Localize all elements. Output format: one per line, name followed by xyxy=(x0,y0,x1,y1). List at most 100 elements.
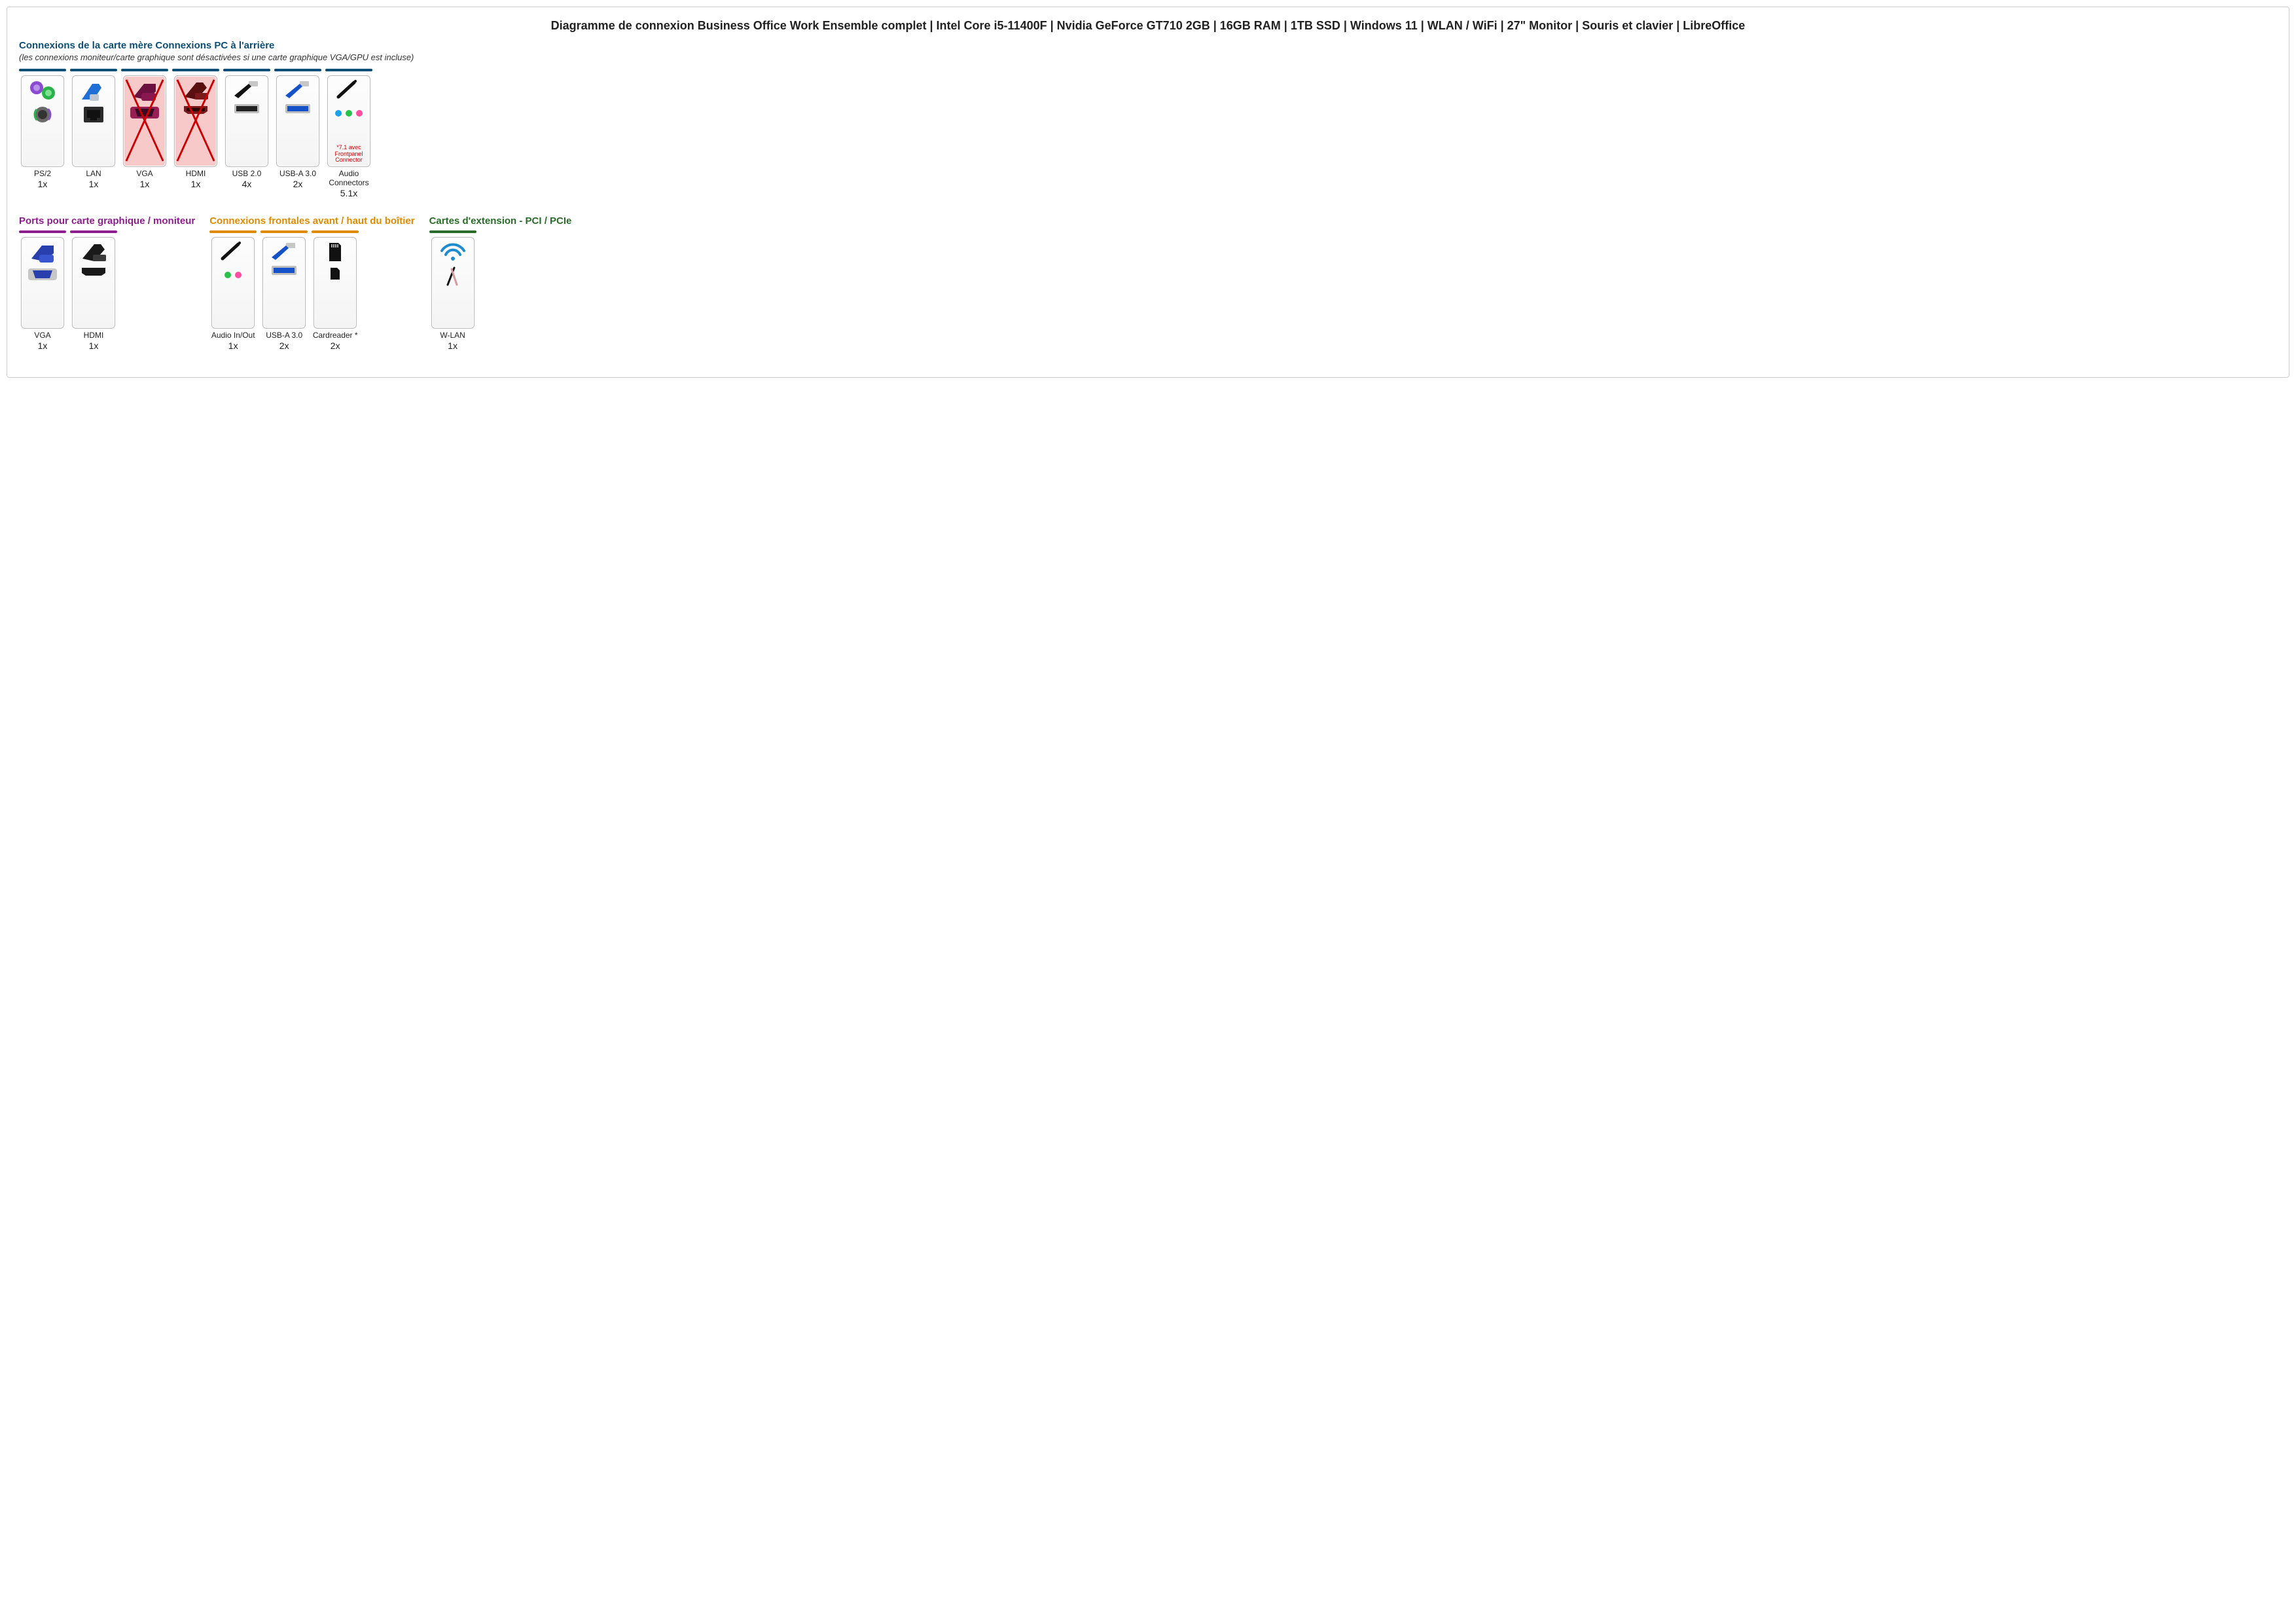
card-usb3: USB-A 3.0 2x xyxy=(274,66,321,198)
ps2-port-icon xyxy=(33,105,52,124)
accent-bar xyxy=(70,69,117,71)
card-hdmi: HDMI 1x xyxy=(172,66,219,198)
accent-bar xyxy=(312,230,359,233)
section-front-header: Connexions frontales avant / haut du boî… xyxy=(209,215,414,227)
card-vga-gpu-box xyxy=(21,237,64,329)
audio-jack-dots xyxy=(224,272,242,278)
usb2-port-icon xyxy=(234,103,260,114)
card-usb2: USB 2.0 4x xyxy=(223,66,270,198)
accent-bar xyxy=(70,230,117,233)
card-hdmi-gpu-label: HDMI xyxy=(84,331,104,340)
jack-plug-icon xyxy=(334,80,363,100)
card-vga: VGA 1x xyxy=(121,66,168,198)
usb3-plug-icon xyxy=(283,80,313,100)
card-ps2-count: 1x xyxy=(38,179,48,189)
card-audio-count: 5.1x xyxy=(340,188,357,198)
accent-bar xyxy=(209,230,257,233)
card-usb3-front-box xyxy=(262,237,306,329)
accent-bar xyxy=(121,69,168,71)
usb3-port-icon xyxy=(271,265,297,276)
ps2-plug-icon xyxy=(27,80,58,101)
wifi-icon xyxy=(438,242,468,261)
card-usb2-label: USB 2.0 xyxy=(232,170,262,179)
card-lan-box xyxy=(72,75,115,167)
disabled-cross-icon xyxy=(124,76,166,165)
accent-bar xyxy=(19,69,66,71)
card-wlan-count: 1x xyxy=(448,340,457,351)
front-cards: Audio In/Out 1x U xyxy=(209,228,414,351)
section-rear: Connexions de la carte mère Connexions P… xyxy=(19,40,2277,198)
card-usb3-front-label: USB-A 3.0 xyxy=(266,331,302,340)
wifi-antenna-icon xyxy=(440,265,466,287)
card-hdmi-gpu: HDMI 1x xyxy=(70,228,117,351)
card-cardreader-count: 2x xyxy=(331,340,340,351)
card-audio-box: *7.1 avec Frontpanel Connector xyxy=(327,75,370,167)
card-audio-label: Audio Connectors xyxy=(325,170,372,188)
accent-bar xyxy=(274,69,321,71)
accent-bar xyxy=(19,230,66,233)
audio-note: *7.1 avec Frontpanel Connector xyxy=(329,145,368,164)
accent-bar xyxy=(223,69,270,71)
card-hdmi-count: 1x xyxy=(191,179,201,189)
pcie-cards: W-LAN 1x xyxy=(429,228,572,351)
accent-bar xyxy=(260,230,308,233)
disabled-cross-icon xyxy=(175,76,217,165)
section-gpu: Ports pour carte graphique / moniteur xyxy=(19,210,195,351)
card-cardreader-label: Cardreader * xyxy=(313,331,358,340)
card-vga-box xyxy=(123,75,166,167)
diagram-sheet: Diagramme de connexion Business Office W… xyxy=(7,7,2289,378)
usb-plug-icon xyxy=(232,80,262,100)
rj45-port-icon xyxy=(83,106,104,123)
vga-plug-icon xyxy=(27,242,58,264)
card-audio-front-label: Audio In/Out xyxy=(211,331,255,340)
accent-bar xyxy=(325,69,372,71)
jack-plug-icon xyxy=(219,242,247,261)
card-audio-front: Audio In/Out 1x xyxy=(209,228,257,351)
card-lan-count: 1x xyxy=(89,179,99,189)
usb3-plug-icon xyxy=(269,242,299,261)
card-vga-gpu: VGA 1x xyxy=(19,228,66,351)
card-audio-front-box xyxy=(211,237,255,329)
sd-card-icon xyxy=(327,242,344,263)
card-hdmi-box xyxy=(174,75,217,167)
card-ps2-label: PS/2 xyxy=(34,170,51,179)
card-vga-gpu-label: VGA xyxy=(34,331,50,340)
card-lan: LAN 1x xyxy=(70,66,117,198)
card-usb3-count: 2x xyxy=(293,179,303,189)
card-usb3-box xyxy=(276,75,319,167)
card-wlan: W-LAN 1x xyxy=(429,228,476,351)
section-gpu-header: Ports pour carte graphique / moniteur xyxy=(19,215,195,227)
usb3-port-icon xyxy=(285,103,311,114)
card-hdmi-label: HDMI xyxy=(186,170,206,179)
section-rear-header: Connexions de la carte mère Connexions P… xyxy=(19,40,2277,51)
accent-bar xyxy=(429,230,476,233)
card-lan-label: LAN xyxy=(86,170,101,179)
section-pcie: Cartes d'extension - PCI / PCIe xyxy=(429,210,572,351)
vga-port-icon xyxy=(27,268,58,281)
card-wlan-box xyxy=(431,237,475,329)
card-cardreader: Cardreader * 2x xyxy=(312,228,359,351)
section-pcie-header: Cartes d'extension - PCI / PCIe xyxy=(429,215,572,227)
card-cardreader-box xyxy=(314,237,357,329)
card-usb2-count: 4x xyxy=(242,179,252,189)
audio-jack-dots xyxy=(335,110,363,117)
card-vga-count: 1x xyxy=(140,179,150,189)
section-front: Connexions frontales avant / haut du boî… xyxy=(209,210,414,351)
rear-cards: PS/2 1x LAN 1x xyxy=(19,66,2277,198)
card-hdmi-gpu-box xyxy=(72,237,115,329)
rj45-plug-icon xyxy=(79,80,108,102)
hdmi-plug-icon xyxy=(79,242,109,263)
card-audio-front-count: 1x xyxy=(228,340,238,351)
card-vga-gpu-count: 1x xyxy=(38,340,48,351)
accent-bar xyxy=(172,69,219,71)
card-wlan-label: W-LAN xyxy=(440,331,465,340)
card-ps2-box xyxy=(21,75,64,167)
hdmi-port-icon xyxy=(81,266,107,277)
card-usb3-front: USB-A 3.0 2x xyxy=(260,228,308,351)
card-usb3-label: USB-A 3.0 xyxy=(279,170,316,179)
card-hdmi-gpu-count: 1x xyxy=(89,340,99,351)
page-title: Diagramme de connexion Business Office W… xyxy=(19,18,2277,33)
section-rear-sub: (les connexions moniteur/carte graphique… xyxy=(19,52,2277,62)
card-usb3-front-count: 2x xyxy=(279,340,289,351)
gpu-cards: VGA 1x HDMI 1x xyxy=(19,228,195,351)
